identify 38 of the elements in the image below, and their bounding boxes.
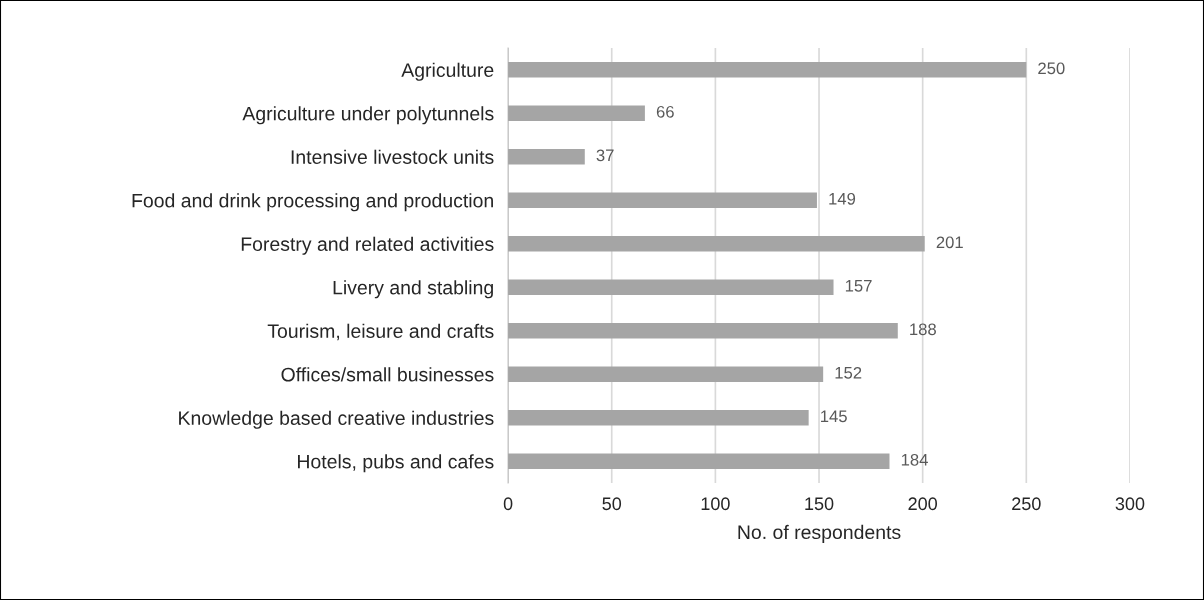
- data-label: 188: [910, 323, 936, 336]
- data-label: 250: [1038, 62, 1065, 75]
- data-label: 152: [835, 366, 862, 379]
- y-tick-label: Livery and stabling: [333, 280, 493, 299]
- data-label: 184: [901, 453, 928, 466]
- data-label: 37: [596, 149, 614, 162]
- data-label: 157: [845, 280, 872, 292]
- x-axis-title: No. of respondents: [738, 524, 901, 543]
- x-tick-label: 250: [1012, 497, 1041, 511]
- y-tick-label: Food and drink processing and production: [132, 193, 493, 212]
- data-label: 145: [821, 410, 847, 423]
- bar: [508, 61, 1027, 78]
- x-tick-label: 300: [1115, 497, 1145, 511]
- y-tick-label: Forestry and related activities: [241, 236, 494, 255]
- y-tick-label: Hotels, pubs and cafes: [298, 454, 494, 473]
- bar: [508, 366, 824, 383]
- x-tick-label: 50: [602, 497, 622, 511]
- y-tick-label: Tourism, leisure and crafts: [267, 323, 494, 341]
- x-tick-label: 0: [503, 497, 513, 511]
- y-tick-label: Intensive livestock units: [291, 149, 494, 164]
- data-label: 66: [656, 105, 674, 118]
- x-tick-label: 200: [908, 497, 938, 511]
- y-tick-label: Knowledge based creative industries: [179, 410, 494, 429]
- x-tick-label: 150: [805, 497, 834, 511]
- bar: [508, 453, 890, 470]
- data-label: 201: [936, 236, 963, 249]
- y-tick-label: Agriculture under polytunnels: [242, 106, 494, 125]
- bar: [508, 322, 898, 339]
- data-label: 149: [829, 192, 856, 205]
- bar: [508, 105, 645, 122]
- bar: [508, 148, 585, 165]
- bar: [508, 192, 817, 209]
- x-tick-label: 100: [701, 497, 730, 511]
- bar: [508, 409, 809, 426]
- bar: [508, 235, 925, 252]
- y-tick-label: Agriculture: [401, 62, 494, 81]
- y-tick-label: Offices/small businesses: [281, 367, 494, 382]
- bar: [508, 279, 834, 296]
